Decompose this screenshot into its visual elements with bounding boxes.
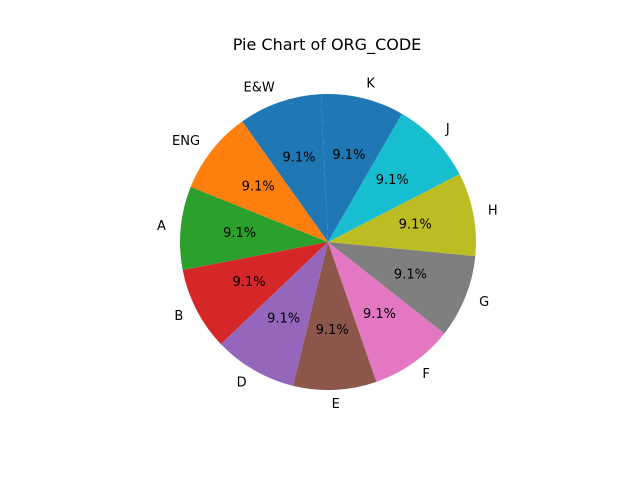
slice-category-label: B xyxy=(174,309,183,324)
slice-percent-label: 9.1% xyxy=(394,268,427,283)
slice-category-label: H xyxy=(488,204,498,219)
slice-percent-label: 9.1% xyxy=(332,148,365,163)
slice-category-label: K xyxy=(366,76,375,91)
slice-category-label: F xyxy=(422,367,429,382)
slice-category-label: A xyxy=(157,219,166,234)
pie-slice xyxy=(328,174,476,257)
pie-slices xyxy=(179,94,476,391)
slice-percent-label: 9.1% xyxy=(316,323,349,338)
pie-slice xyxy=(293,242,377,391)
slice-percent-label: 9.1% xyxy=(267,311,300,326)
pie-slice xyxy=(190,121,328,242)
slice-percent-label: 9.1% xyxy=(376,173,409,188)
slice-percent-label: 9.1% xyxy=(363,307,396,322)
pie-labels: K 9.1% E&W 9.1% ENG 9.1% A 9.1% B 9.1% D 9.1% E 9.1% F… xyxy=(157,76,498,412)
slice-category-label: ENG xyxy=(172,134,200,149)
slice-percent-label: 9.1% xyxy=(223,226,256,241)
slice-percent-label: 9.1% xyxy=(233,275,266,290)
slice-category-label: E xyxy=(332,397,340,412)
slice-percent-label: 9.1% xyxy=(399,218,432,233)
slice-percent-label: 9.1% xyxy=(282,151,315,166)
pie-slice xyxy=(242,94,328,242)
slice-category-label: G xyxy=(479,295,489,310)
slice-percent-label: 9.1% xyxy=(242,180,275,195)
slice-category-label: J xyxy=(445,122,450,137)
pie-slice xyxy=(179,186,328,271)
pie-slice xyxy=(328,242,476,334)
pie-slice xyxy=(182,242,328,345)
pie-slice xyxy=(328,242,445,382)
chart-title: Pie Chart of ORG_CODE xyxy=(233,35,422,55)
slice-category-label: D xyxy=(237,375,247,390)
pie-slice xyxy=(328,113,460,242)
slice-category-label: E&W xyxy=(244,81,275,96)
pie-slice xyxy=(220,242,328,386)
pie-slice xyxy=(320,94,402,242)
